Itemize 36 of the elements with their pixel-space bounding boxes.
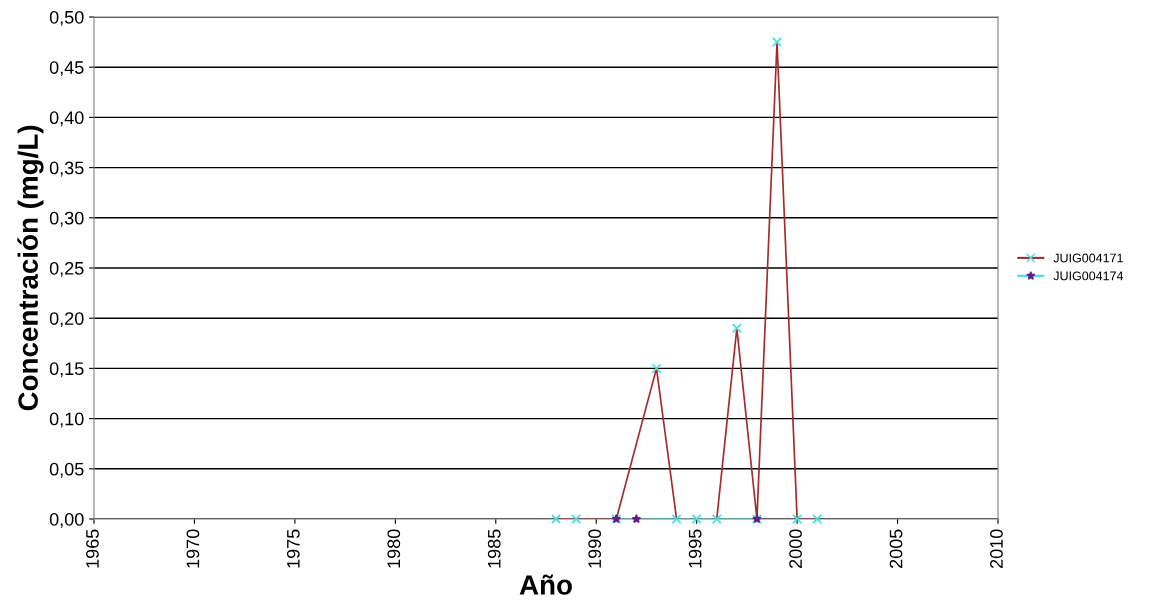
y-tick-label: 0,35: [49, 161, 84, 177]
y-tick-label: 0,20: [49, 312, 84, 328]
point: [772, 37, 783, 48]
y-tick-label: 0,45: [49, 61, 84, 77]
point: [551, 513, 562, 525]
y-tick-label: 0,10: [49, 412, 84, 428]
x-axis-title: Año: [519, 574, 572, 595]
y-tick-label: 0,40: [49, 111, 84, 127]
point: [812, 513, 823, 525]
x-tick-label: 2010: [990, 529, 1003, 568]
point: [671, 513, 682, 525]
y-tick-label: 0,25: [49, 261, 84, 277]
x-tick-label: 1970: [186, 529, 200, 568]
point: [631, 513, 642, 524]
y-tick-label: 0,05: [49, 462, 84, 478]
x-tick-label: 1990: [588, 529, 602, 568]
point: [792, 513, 803, 525]
y-axis-title: Concentración (mg/L): [17, 125, 44, 411]
x-tick-label: 1975: [286, 529, 300, 568]
x-tick-label: 2005: [889, 529, 903, 568]
x-tick-label: 1965: [86, 529, 99, 568]
y-tick-label: 0,00: [49, 512, 84, 528]
x-tick-label: 1995: [688, 529, 702, 568]
point: [651, 363, 662, 374]
legend-label: JUIG004171: [1053, 253, 1123, 263]
y-tick-label: 0,30: [49, 211, 84, 227]
y-tick-label: 0,50: [49, 10, 84, 26]
point: [711, 513, 722, 525]
point: [691, 513, 702, 525]
x-tick-label: 1985: [487, 529, 501, 568]
point: [571, 513, 582, 525]
x-tick-label: 1980: [387, 529, 401, 568]
x-tick-label: 2000: [789, 529, 802, 568]
y-tick-label: 0,15: [49, 362, 84, 378]
point: [731, 323, 742, 334]
legend-label: JUIG004174: [1053, 271, 1124, 281]
